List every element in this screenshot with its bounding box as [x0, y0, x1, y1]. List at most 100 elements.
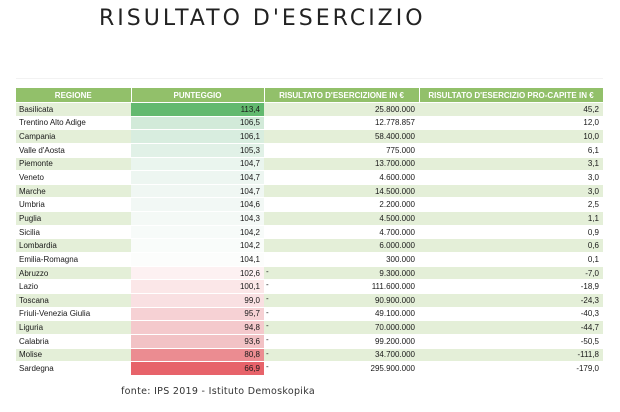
result-value: 25.800.000 [374, 104, 415, 114]
percapita-cell: 0,9 [419, 224, 603, 239]
result-cell: 6.000.000 [264, 238, 419, 253]
result-cell: 4.700.000 [264, 224, 419, 239]
negative-sign: - [266, 266, 269, 276]
table-row[interactable]: Puglia 104,3 4.500.000 1,1 [16, 211, 603, 226]
percapita-cell: 10,0 [419, 129, 603, 144]
score-cell: 104,7 [131, 170, 264, 185]
percapita-cell: 45,2 [419, 102, 603, 117]
result-cell: - 9.300.000 [264, 265, 419, 280]
percapita-cell: 0,6 [419, 238, 603, 253]
result-value: 90.900.000 [374, 295, 415, 305]
page-title: RISULTATO D'ESERCIZIO [99, 6, 426, 31]
column-header-score[interactable]: PUNTEGGIO [131, 88, 265, 103]
table-row[interactable]: Friuli-Venezia Giulia 95,7- 49.100.000 -40,… [16, 306, 603, 321]
score-cell: 113,4 [131, 102, 264, 117]
result-value: 9.300.000 [379, 268, 415, 278]
table-row[interactable]: Campania 106,1 58.400.000 10,0 [16, 129, 603, 144]
region-cell: Lazio [16, 279, 131, 294]
column-header-region[interactable]: REGIONE [16, 88, 132, 103]
table-row[interactable]: Umbria 104,6 2.200.000 2,5 [16, 197, 603, 212]
result-value: 4.600.000 [379, 173, 415, 183]
score-cell: 102,6 [131, 265, 264, 280]
negative-sign: - [266, 307, 269, 317]
negative-sign: - [266, 293, 269, 303]
result-value: 58.400.000 [374, 132, 415, 142]
table-row[interactable]: Lazio 100,1- 111.600.000 -18,9 [16, 279, 603, 294]
result-value: 12.778.857 [374, 118, 415, 128]
region-cell: Marche [16, 183, 131, 198]
percapita-cell: 3,1 [419, 156, 603, 171]
table-row[interactable]: Lombardia 104,2 6.000.000 0,6 [16, 238, 603, 253]
result-cell: 300.000 [264, 252, 419, 267]
source-caption: fonte: IPS 2019 - Istituto Demoskopika [121, 386, 315, 397]
table-row[interactable]: Veneto 104,7 4.600.000 3,0 [16, 170, 603, 185]
table-row[interactable]: Trentino Alto Adige 106,5 12.778.857 12,0 [16, 115, 603, 130]
result-cell: - 111.600.000 [264, 279, 419, 294]
result-cell: 13.700.000 [264, 156, 419, 171]
table-row[interactable]: Molise 80,8- 34.700.000 -111,8 [16, 347, 603, 362]
result-value: 99.200.000 [374, 336, 415, 346]
region-cell: Campania [16, 129, 131, 144]
score-cell: 66,9 [131, 361, 264, 375]
table-row[interactable]: Sicilia 104,2 4.700.000 0,9 [16, 224, 603, 239]
score-cell: 106,5 [131, 115, 264, 130]
result-cell: - 99.200.000 [264, 333, 419, 349]
result-value: 111.600.000 [371, 282, 415, 292]
result-value: 34.700.000 [374, 350, 415, 360]
table-row[interactable]: Marche 104,7 14.500.000 3,0 [16, 183, 603, 198]
score-cell: 104,6 [131, 197, 264, 212]
negative-sign: - [266, 334, 269, 344]
negative-sign: - [266, 280, 269, 290]
results-table: REGIONE PUNTEGGIO RISULTATO D'ESERCIZION… [16, 88, 604, 375]
negative-sign: - [266, 348, 269, 358]
result-cell: 25.800.000 [264, 102, 419, 117]
score-cell: 104,7 [131, 183, 264, 198]
percapita-cell: -111,8 [419, 347, 603, 362]
table-row[interactable]: Basilicata 113,4 25.800.000 45,2 [16, 102, 603, 117]
table-row[interactable]: Emilia-Romagna 104,1 300.000 0,1 [16, 252, 603, 267]
result-value: 13.700.000 [374, 159, 415, 169]
result-cell: - 70.000.000 [264, 320, 419, 335]
score-cell: 104,3 [131, 211, 264, 226]
percapita-cell: -18,9 [419, 279, 603, 294]
percapita-cell: -40,3 [419, 306, 603, 321]
column-header-result[interactable]: RISULTATO D'ESERCIZIONE IN € [264, 88, 420, 103]
region-cell: Abruzzo [16, 265, 131, 280]
results-table-container: REGIONE PUNTEGGIO RISULTATO D'ESERCIZION… [16, 88, 604, 375]
table-row[interactable]: Valle d'Aosta 105,3 775.000 6,1 [16, 142, 603, 158]
region-cell: Puglia [16, 211, 131, 226]
region-cell: Toscana [16, 292, 131, 308]
score-cell: 94,8 [131, 320, 264, 335]
negative-sign: - [266, 362, 269, 372]
percapita-cell: 2,5 [419, 197, 603, 212]
table-row[interactable]: Sardegna 66,9- 295.900.000 -179,0 [16, 361, 603, 375]
table-row[interactable]: Calabria 93,6- 99.200.000 -50,5 [16, 333, 603, 349]
result-cell: - 295.900.000 [264, 361, 419, 375]
score-cell: 104,2 [131, 224, 264, 239]
result-cell: - 49.100.000 [264, 306, 419, 321]
table-row[interactable]: Liguria 94,8- 70.000.000 -44,7 [16, 320, 603, 335]
percapita-cell: 3,0 [419, 170, 603, 185]
table-row[interactable]: Toscana 99,0- 90.900.000 -24,3 [16, 292, 603, 308]
region-cell: Sicilia [16, 224, 131, 239]
score-cell: 104,1 [131, 252, 264, 267]
region-cell: Sardegna [16, 361, 131, 375]
table-row[interactable]: Piemonte 104,7 13.700.000 3,1 [16, 156, 603, 171]
region-cell: Friuli-Venezia Giulia [16, 306, 131, 321]
score-cell: 105,3 [131, 142, 264, 158]
region-cell: Valle d'Aosta [16, 142, 131, 158]
result-cell: 2.200.000 [264, 197, 419, 212]
region-cell: Lombardia [16, 238, 131, 253]
region-cell: Calabria [16, 333, 131, 349]
percapita-cell: 12,0 [419, 115, 603, 130]
column-header-percapita[interactable]: RISULTATO D'ESERCIZIO PRO-CAPITE IN € [419, 88, 604, 103]
divider [16, 78, 603, 79]
score-cell: 104,2 [131, 238, 264, 253]
score-cell: 104,7 [131, 156, 264, 171]
region-cell: Umbria [16, 197, 131, 212]
percapita-cell: 0,1 [419, 252, 603, 267]
result-value: 49.100.000 [374, 309, 415, 319]
percapita-cell: -44,7 [419, 320, 603, 335]
table-row[interactable]: Abruzzo 102,6- 9.300.000 -7,0 [16, 265, 603, 280]
table-header-row: REGIONE PUNTEGGIO RISULTATO D'ESERCIZION… [16, 88, 604, 103]
